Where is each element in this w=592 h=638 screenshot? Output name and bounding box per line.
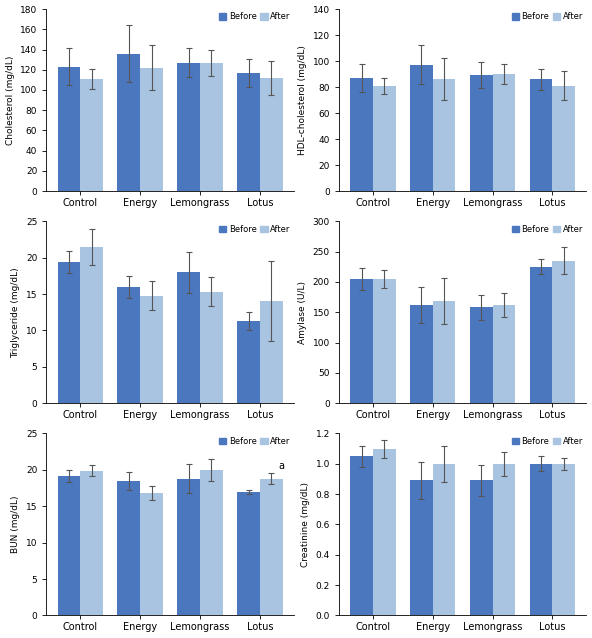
Bar	[433, 79, 455, 191]
Y-axis label: Triglyceride (mg/dL): Triglyceride (mg/dL)	[11, 267, 20, 357]
Bar	[140, 295, 163, 403]
Bar	[410, 65, 433, 191]
Bar	[140, 68, 163, 191]
Bar	[200, 292, 223, 403]
Text: a: a	[278, 461, 285, 471]
Y-axis label: Cholesterol (mg/dL): Cholesterol (mg/dL)	[5, 56, 15, 145]
Legend: Before, After: Before, After	[510, 11, 585, 23]
Y-axis label: BUN (mg/dL): BUN (mg/dL)	[11, 496, 20, 553]
Legend: Before, After: Before, After	[217, 435, 292, 447]
Bar	[552, 261, 575, 403]
Bar	[530, 267, 552, 403]
Bar	[410, 480, 433, 616]
Bar	[410, 305, 433, 403]
Bar	[117, 287, 140, 403]
Legend: Before, After: Before, After	[510, 223, 585, 235]
Bar	[470, 75, 493, 191]
Bar	[81, 79, 103, 191]
Legend: Before, After: Before, After	[217, 11, 292, 23]
Bar	[117, 481, 140, 616]
Bar	[493, 305, 516, 403]
Bar	[57, 67, 81, 191]
Bar	[530, 79, 552, 191]
Bar	[493, 464, 516, 616]
Bar	[260, 78, 282, 191]
Bar	[237, 73, 260, 191]
Bar	[373, 449, 395, 616]
Bar	[350, 78, 373, 191]
Bar	[350, 279, 373, 403]
Legend: Before, After: Before, After	[217, 223, 292, 235]
Legend: Before, After: Before, After	[510, 435, 585, 447]
Bar	[178, 272, 200, 403]
Bar	[470, 308, 493, 403]
Bar	[200, 470, 223, 616]
Bar	[260, 478, 282, 616]
Bar	[552, 464, 575, 616]
Bar	[178, 63, 200, 191]
Bar	[530, 464, 552, 616]
Bar	[493, 74, 516, 191]
Bar	[373, 85, 395, 191]
Bar	[237, 492, 260, 616]
Y-axis label: Creatinine (mg/dL): Creatinine (mg/dL)	[301, 482, 310, 567]
Bar	[81, 471, 103, 616]
Bar	[117, 54, 140, 191]
Bar	[200, 63, 223, 191]
Bar	[552, 85, 575, 191]
Bar	[433, 301, 455, 403]
Bar	[350, 456, 373, 616]
Bar	[57, 476, 81, 616]
Bar	[178, 478, 200, 616]
Y-axis label: Amylase (U/L): Amylase (U/L)	[298, 281, 307, 344]
Bar	[260, 301, 282, 403]
Bar	[373, 279, 395, 403]
Bar	[433, 464, 455, 616]
Bar	[237, 321, 260, 403]
Y-axis label: HDL-cholesterol (mg/dL): HDL-cholesterol (mg/dL)	[298, 45, 307, 155]
Bar	[57, 262, 81, 403]
Bar	[470, 480, 493, 616]
Bar	[81, 247, 103, 403]
Bar	[140, 493, 163, 616]
